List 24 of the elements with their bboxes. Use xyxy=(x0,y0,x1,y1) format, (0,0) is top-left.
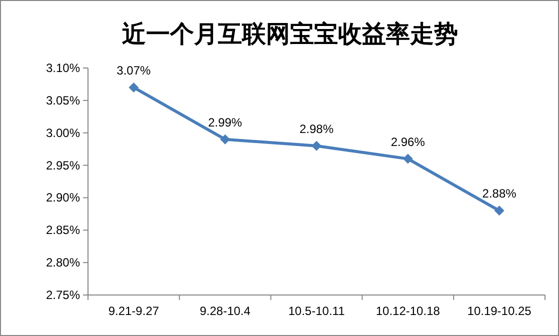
x-tick-label: 10.19-10.25 xyxy=(467,304,532,318)
y-tick-label: 3.00% xyxy=(46,126,80,140)
data-label: 2.88% xyxy=(482,186,517,201)
y-tick-label: 2.85% xyxy=(46,223,80,238)
data-label: 2.98% xyxy=(299,122,334,136)
data-label: 2.96% xyxy=(390,134,426,149)
y-tick-label: 3.05% xyxy=(46,93,80,108)
chart-title: 近一个月互联网宝宝收益率走势 xyxy=(122,19,458,48)
x-tick-label: 10.12-10.18 xyxy=(376,304,440,318)
y-tick-label: 2.80% xyxy=(46,256,80,270)
point xyxy=(402,154,413,164)
data-label: 3.07% xyxy=(116,63,152,78)
point xyxy=(220,134,230,144)
data-label: 2.99% xyxy=(208,115,242,130)
point xyxy=(494,206,504,216)
y-tick-label: 2.95% xyxy=(46,158,80,172)
x-tick-label: 9.28-10.4 xyxy=(200,304,251,318)
y-tick-label: 2.75% xyxy=(46,288,80,302)
x-tick-label: 10.5-10.11 xyxy=(288,304,346,318)
point xyxy=(312,140,322,151)
point xyxy=(128,82,139,92)
y-tick-label: 3.10% xyxy=(46,61,80,75)
y-tick-label: 2.90% xyxy=(46,190,80,205)
x-tick-label: 9.21-9.27 xyxy=(108,304,160,318)
